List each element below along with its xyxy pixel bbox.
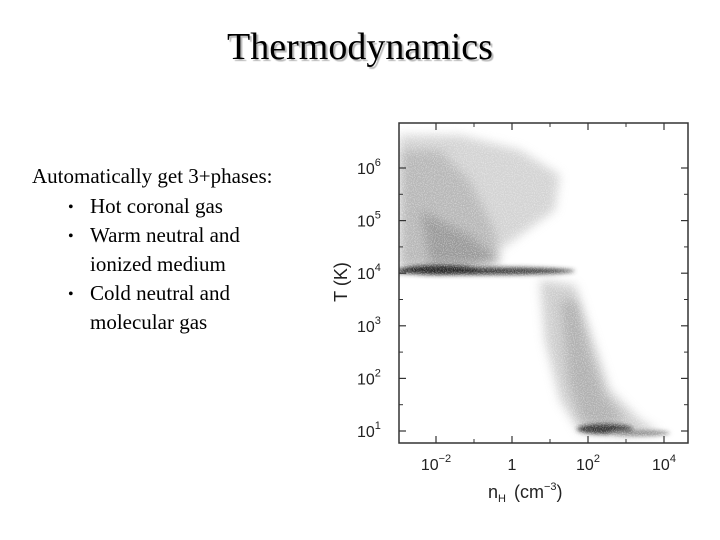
y-tick-label: 104 — [357, 262, 381, 283]
bullet-text-continued: molecular gas — [90, 310, 208, 334]
bullet-item-hot-coronal: • Hot coronal gas — [68, 192, 322, 221]
bullet-dot: • — [68, 199, 74, 216]
bullet-text: Hot coronal gas — [90, 194, 223, 218]
intro-line: Automatically get 3+phases: — [32, 164, 273, 188]
bullet-dot: • — [68, 228, 74, 245]
bullet-text-continued: ionized medium — [90, 252, 226, 276]
x-axis-label: nH (cm−3) — [488, 481, 563, 505]
bullet-dot: • — [68, 286, 74, 303]
x-tick-label: 1 — [508, 457, 517, 474]
y-tick-label: 101 — [357, 420, 381, 441]
y-axis-label: T (K) — [331, 262, 351, 302]
plot-frame — [398, 122, 689, 444]
slide-title: Thermodynamics — [227, 26, 493, 68]
bullet-item-cold-neutral: • Cold neutral and molecular gas — [68, 279, 322, 337]
x-tick-label: 10−2 — [421, 453, 451, 474]
x-tick-label: 102 — [576, 453, 600, 474]
x-tick-label: 104 — [652, 453, 676, 474]
bullet-text: Cold neutral and — [90, 281, 230, 305]
slide-body: Automatically get 3+phases: • Hot corona… — [32, 160, 322, 337]
bullet-item-warm-neutral: • Warm neutral and ionized medium — [68, 221, 322, 279]
y-tick-label: 105 — [357, 210, 381, 231]
bullet-text: Warm neutral and — [90, 223, 240, 247]
density-cloud — [399, 123, 688, 443]
x-tick-labels: 10−2 1 102 104 — [421, 453, 676, 474]
y-tick-label: 103 — [357, 315, 381, 336]
y-tick-labels: 101 102 103 104 105 106 — [357, 157, 381, 441]
bullet-list: • Hot coronal gas • Warm neutral and ion… — [32, 192, 322, 337]
y-tick-label: 106 — [357, 157, 381, 178]
tick-marks — [399, 123, 688, 443]
y-tick-label: 102 — [357, 367, 381, 388]
